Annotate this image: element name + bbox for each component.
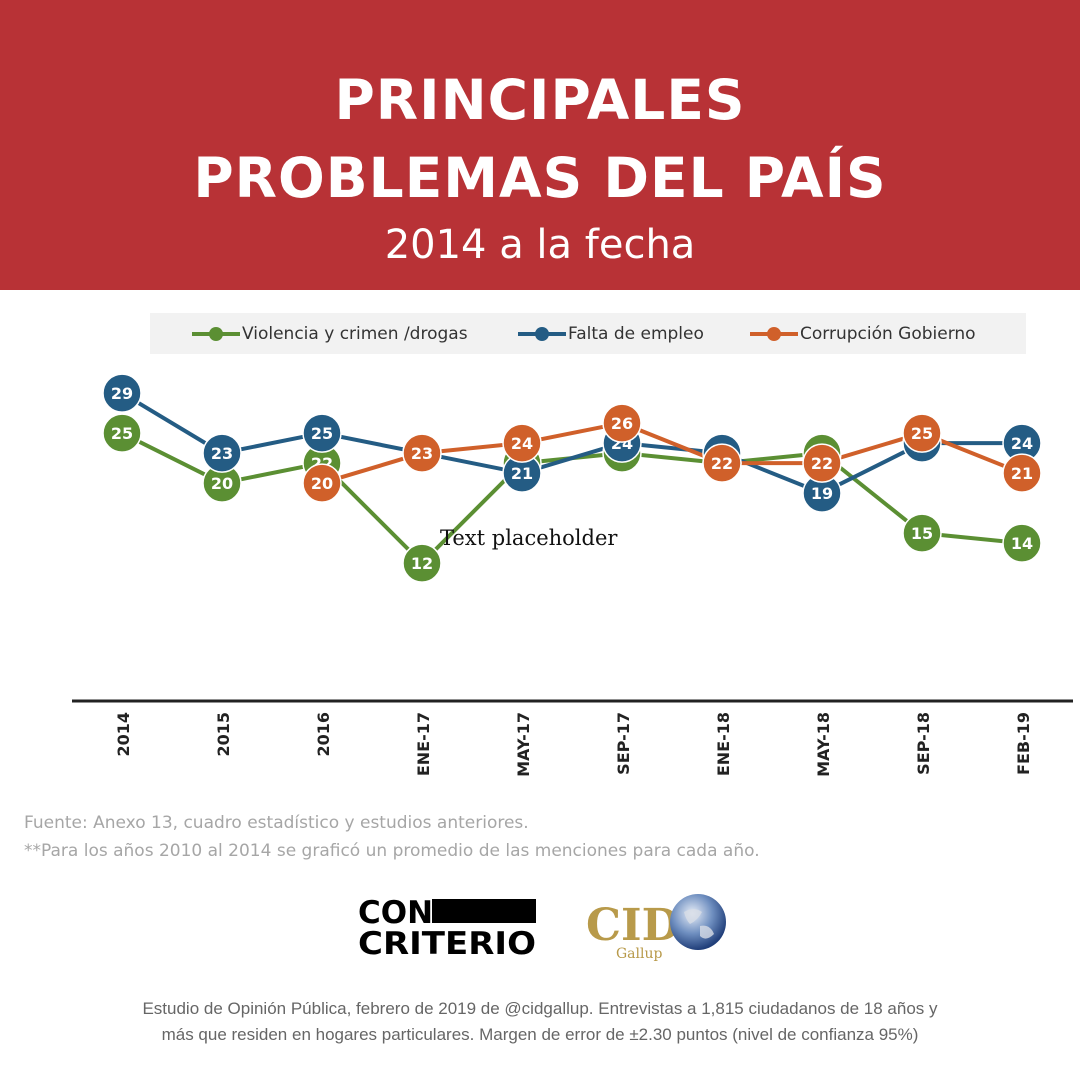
legend-label-corrupcion: Corrupción Gobierno xyxy=(800,323,976,344)
data-point xyxy=(1002,453,1042,493)
x-tick-label: MAY-17 xyxy=(514,712,533,777)
data-label: 23 xyxy=(211,444,233,463)
data-label: 22 xyxy=(811,454,833,473)
data-label: 25 xyxy=(111,424,133,443)
x-tick-label: ENE-18 xyxy=(714,712,733,776)
footer-note: Estudio de Opinión Pública, febrero de 2… xyxy=(60,996,1020,1048)
legend-label-violencia: Violencia y crimen /drogas xyxy=(242,323,468,344)
data-label: 15 xyxy=(911,524,933,543)
data-label: 12 xyxy=(411,554,433,573)
x-tick-label: MAY-18 xyxy=(814,712,833,777)
header-banner: PRINCIPALES PROBLEMAS DEL PAÍS 2014 a la… xyxy=(0,0,1080,290)
legend-swatch-empleo xyxy=(518,326,566,341)
concriterio-logo-text-1: CON xyxy=(358,896,433,931)
legend-swatch-violencia xyxy=(192,326,240,341)
x-tick-label: 2015 xyxy=(214,712,233,757)
data-point xyxy=(402,543,442,583)
x-tick-label: SEP-17 xyxy=(614,712,633,775)
data-label: 20 xyxy=(311,474,333,493)
data-point xyxy=(202,433,242,473)
data-label: 23 xyxy=(411,444,433,463)
data-point xyxy=(302,463,342,503)
legend-item-violencia: Violencia y crimen /drogas xyxy=(192,313,468,354)
data-label: 21 xyxy=(1011,464,1033,483)
data-point xyxy=(102,373,142,413)
legend-item-corrupcion: Corrupción Gobierno xyxy=(750,313,976,354)
line-chart: 2014 2015 2016 ENE-17 MAY-17 SEP-17 ENE-18 MAY-… xyxy=(72,373,1073,777)
footer-line-2: más que residen en hogares particulares.… xyxy=(161,1025,919,1044)
page-title-line-2: PROBLEMAS DEL PAÍS xyxy=(193,146,887,210)
x-tick-label: 2016 xyxy=(314,712,333,757)
data-point xyxy=(602,403,642,443)
average-note: **Para los años 2010 al 2014 se graficó … xyxy=(24,841,760,861)
x-tick-label: ENE-17 xyxy=(414,712,433,776)
data-label: 19 xyxy=(811,484,833,503)
data-label: 26 xyxy=(611,414,633,433)
data-label: 24 xyxy=(511,434,533,453)
data-label: 20 xyxy=(211,474,233,493)
series-markers: 2520221222232223151429232523212423192424… xyxy=(102,373,1042,583)
legend-label-empleo: Falta de empleo xyxy=(568,323,704,344)
data-label: 22 xyxy=(711,454,733,473)
page-title-line-1: PRINCIPALES xyxy=(334,68,746,132)
data-point xyxy=(402,433,442,473)
data-point xyxy=(802,443,842,483)
data-point xyxy=(902,513,942,553)
data-label: 14 xyxy=(1011,534,1033,553)
legend-swatch-corrupcion xyxy=(750,326,798,341)
data-label: 25 xyxy=(311,424,333,443)
data-label: 21 xyxy=(511,464,533,483)
chart-legend: Violencia y crimen /drogas Falta de empl… xyxy=(150,313,1026,354)
x-tick-label: 2014 xyxy=(114,712,133,757)
cid-logo-text: CID xyxy=(586,900,680,951)
data-point xyxy=(1002,523,1042,563)
series-line-1 xyxy=(120,391,1024,496)
concriterio-logo: CON CRITERIO xyxy=(358,896,538,958)
data-point xyxy=(902,413,942,453)
globe-icon xyxy=(670,894,726,950)
data-label: 29 xyxy=(111,384,133,403)
data-point xyxy=(302,413,342,453)
data-label: 24 xyxy=(1011,434,1033,453)
source-note: Fuente: Anexo 13, cuadro estadístico y e… xyxy=(24,813,529,833)
data-point xyxy=(502,423,542,463)
cid-gallup-logo: CID Gallup xyxy=(586,894,726,962)
data-label: 25 xyxy=(911,424,933,443)
legend-item-empleo: Falta de empleo xyxy=(518,313,704,354)
x-tick-label: FEB-19 xyxy=(1014,712,1033,775)
data-point xyxy=(702,443,742,483)
concriterio-logo-text-2: CRITERIO xyxy=(358,926,536,958)
text-placeholder: Text placeholder xyxy=(440,526,618,550)
x-tick-label: SEP-18 xyxy=(914,712,933,775)
data-point xyxy=(102,413,142,453)
footer-line-1: Estudio de Opinión Pública, febrero de 2… xyxy=(142,999,938,1018)
page-subtitle: 2014 a la fecha xyxy=(384,222,696,268)
gallup-logo-text: Gallup xyxy=(616,946,663,962)
